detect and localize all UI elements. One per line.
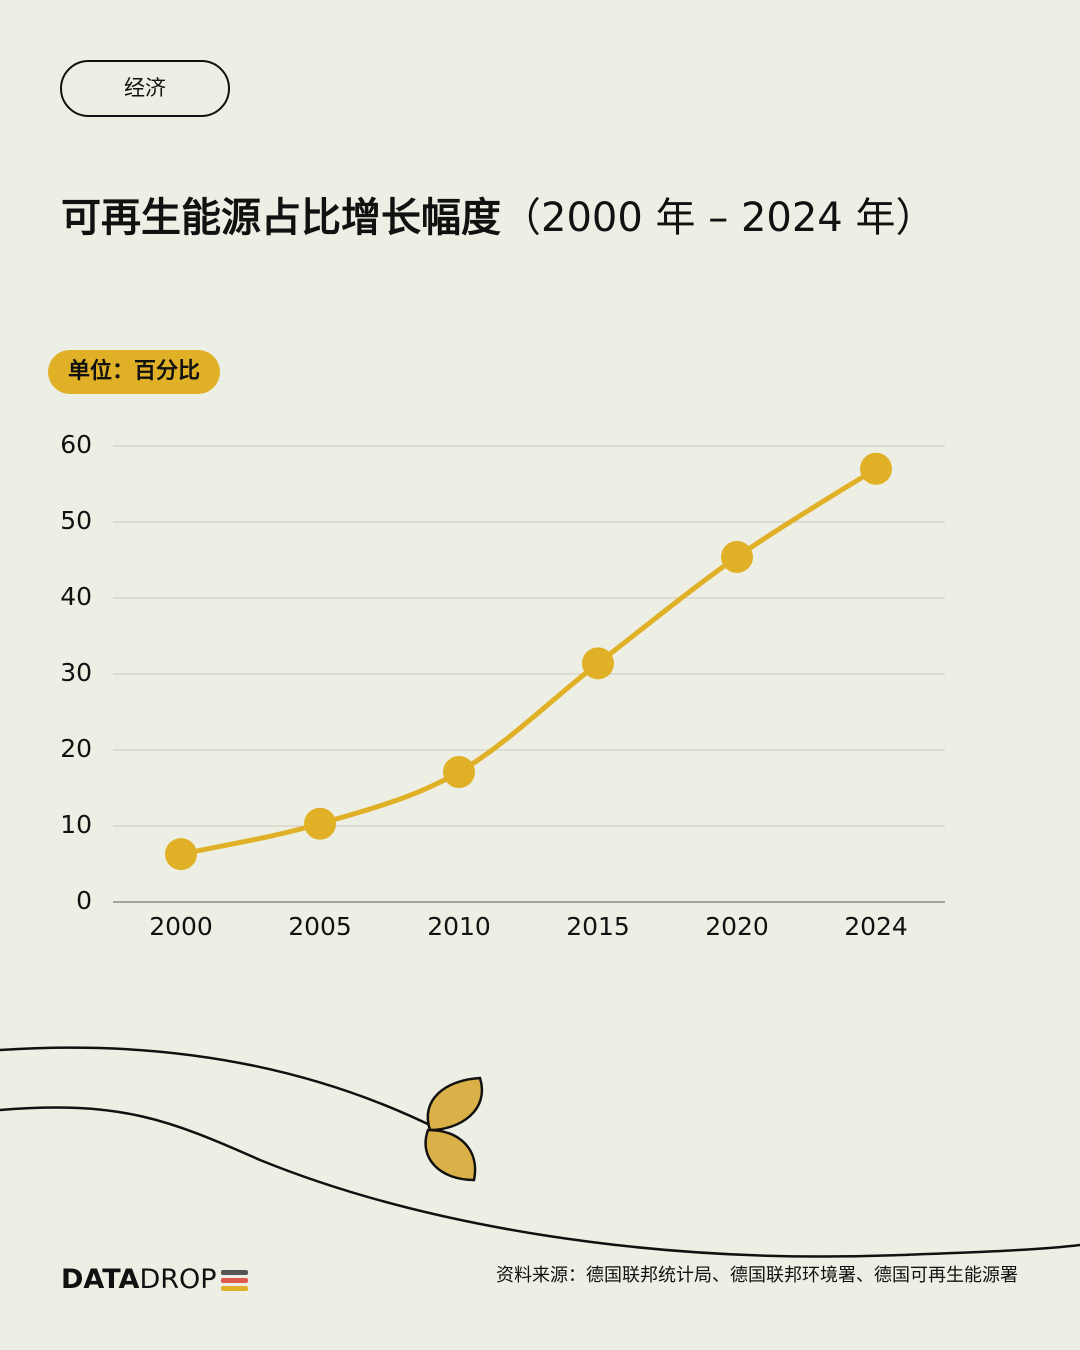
line <box>180 466 878 857</box>
subtitle: （2000 年 – 2024 年） <box>501 195 935 241</box>
y-tick-label: 40 <box>60 582 92 611</box>
y-tick-label: 0 <box>76 886 92 915</box>
logo-stripe <box>221 1286 248 1291</box>
point <box>165 838 197 871</box>
y-tick-label: 60 <box>60 430 92 459</box>
brand: DATADROP <box>61 1264 217 1295</box>
leaf <box>424 1128 477 1182</box>
point <box>582 647 614 680</box>
deco-curve <box>0 1106 1080 1258</box>
y-tick-label: 20 <box>60 734 92 763</box>
source: 资料来源：德国联邦统计局、德国联邦环境署、德国可再生能源署 <box>496 1265 1018 1286</box>
logo-stripe <box>221 1278 248 1283</box>
x-tick-label: 2005 <box>288 912 352 941</box>
x-tick-label: 2024 <box>844 912 908 941</box>
y-tick-label: 30 <box>60 658 92 687</box>
brand-regular: DROP <box>139 1264 216 1295</box>
chart-title: 可再生能源占比增长幅度（2000 年 – 2024 年） <box>61 195 935 241</box>
y-tick-label: 50 <box>60 506 92 535</box>
x-tick-label: 2000 <box>149 912 213 941</box>
unit-pill <box>48 350 220 394</box>
tag-pill <box>60 60 230 117</box>
y-tick-label: 10 <box>60 810 92 839</box>
point <box>721 540 753 573</box>
deco-curve <box>0 1046 441 1132</box>
leaf <box>426 1076 484 1132</box>
point <box>443 756 475 789</box>
unit-label: 单位：百分比 <box>68 358 200 384</box>
x-tick-label: 2015 <box>566 912 630 941</box>
point <box>304 807 336 840</box>
x-tick-label: 2020 <box>705 912 769 941</box>
brand-bold: DATA <box>61 1264 140 1295</box>
x-tick-label: 2010 <box>427 912 491 941</box>
title: 可再生能源占比增长幅度 <box>61 195 501 241</box>
point <box>860 452 892 485</box>
tag: 经济 <box>124 76 166 100</box>
logo-stripe <box>221 1270 248 1275</box>
